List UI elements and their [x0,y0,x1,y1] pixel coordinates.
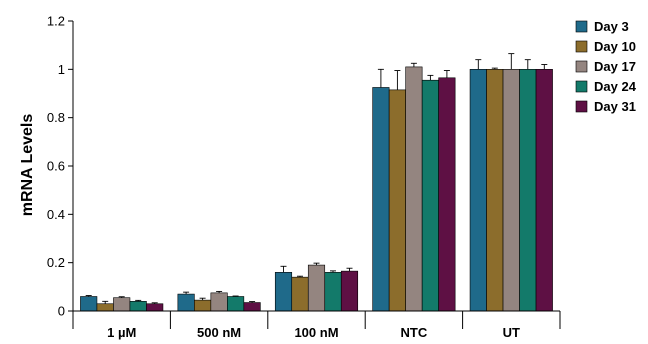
y-tick-label-1: 0.2 [47,255,65,270]
bar-2-1 [291,276,309,312]
y-tick-label-3: 0.6 [47,159,65,174]
category-label-4: UT [503,325,520,340]
legend-swatch-2 [575,60,588,73]
y-tick-label-6: 1.2 [47,14,65,29]
legend-label-2: Day 17 [594,59,636,74]
bar-4-1 [486,69,504,312]
bar-3-4 [438,77,456,312]
legend-label-4: Day 31 [594,99,636,114]
bar-2-0 [274,272,293,312]
y-tick-label-4: 0.8 [47,110,65,125]
bars [80,53,553,312]
bar-4-0 [469,69,487,312]
legend-label-0: Day 3 [594,19,629,34]
bar-1-0 [177,293,195,312]
legend-swatch-3 [575,80,588,93]
legend-swatch-0 [575,20,588,33]
bar-3-1 [388,89,406,312]
legend-label-1: Day 10 [594,39,636,54]
bar-2-3 [324,272,342,312]
bar-1-2 [210,292,228,312]
bar-3-3 [421,79,439,312]
bar-0-3 [129,301,147,312]
bar-1-4 [243,302,261,312]
bar-0-2 [113,297,131,312]
category-label-1: 500 nM [197,325,241,340]
bar-0-4 [146,303,164,312]
bar-1-3 [227,296,245,312]
bar-4-4 [535,69,553,312]
category-labels: 1 µM 500 nM 100 nM NTC UT [107,325,520,340]
y-axis-label-group: mRNA Levels [19,114,36,217]
bar-3-2 [405,66,423,312]
bar-3-0 [372,87,390,312]
bar-1-1 [194,299,212,312]
legend-swatch-4 [575,100,588,113]
bar-4-3 [519,69,537,312]
bar-0-1 [96,303,114,312]
y-axis-ticks: 0 0.2 0.4 0.6 0.8 1 1.2 [47,14,73,319]
bar-2-4 [340,270,359,312]
y-tick-label-2: 0.4 [47,207,65,222]
category-label-3: NTC [401,325,428,340]
axes [72,21,561,329]
bar-0-0 [80,296,98,312]
y-tick-label-0: 0 [58,304,65,319]
legend-swatch-1 [575,40,588,53]
category-label-2: 100 nM [294,325,338,340]
legend: Day 3 Day 10 Day 17 Day 24 Day 31 [575,19,637,114]
legend-label-3: Day 24 [594,79,637,94]
y-tick-label-5: 1 [58,62,65,77]
category-label-0: 1 µM [107,325,136,340]
bar-2-2 [307,264,326,312]
y-axis-label: mRNA Levels [19,114,36,217]
bar-4-2 [502,69,520,312]
